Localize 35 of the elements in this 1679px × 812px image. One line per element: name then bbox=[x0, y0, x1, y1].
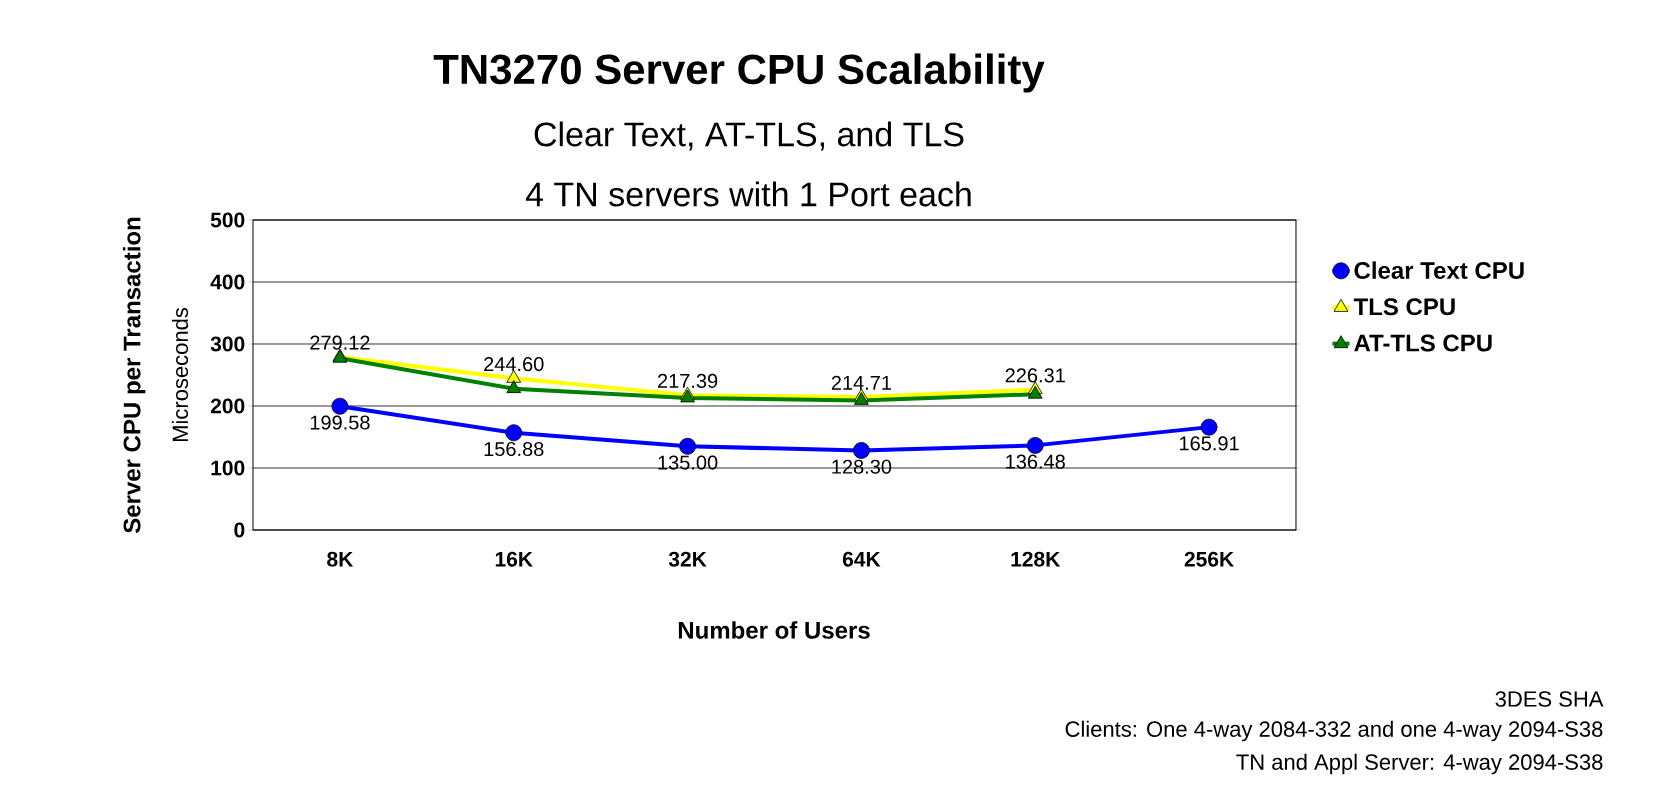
y-tick-label: 500 bbox=[210, 212, 245, 228]
x-tick-label: 8K bbox=[327, 551, 354, 567]
data-label: 135.00 bbox=[658, 455, 718, 470]
data-label: 226.31 bbox=[1005, 368, 1065, 383]
y-tick-label: 300 bbox=[210, 336, 245, 352]
x-tick-label: 16K bbox=[495, 551, 533, 567]
legend-label: Clear Text CPU bbox=[1354, 261, 1524, 280]
legend-label: AT-TLS CPU bbox=[1354, 334, 1492, 352]
x-tick-label: 128K bbox=[1011, 551, 1061, 567]
x-axis-title: Number of Users bbox=[678, 621, 870, 639]
y-tick-label: 0 bbox=[234, 522, 245, 538]
y-tick-label: 400 bbox=[210, 274, 245, 290]
text: TN and Appl Server: 4-way 2094-S38 bbox=[1236, 753, 1603, 775]
text: 4 TN servers with 1 Port each bbox=[525, 181, 971, 207]
chart-title: TN3270 Server CPU Scalability bbox=[433, 53, 1045, 93]
text: 3DES SHA bbox=[1495, 691, 1604, 707]
data-label: 199.58 bbox=[310, 415, 370, 430]
y-axis-title: Server CPU per Transaction bbox=[122, 217, 146, 534]
data-label: 165.91 bbox=[1180, 436, 1239, 451]
data-label: 156.88 bbox=[484, 441, 544, 457]
data-label: 217.39 bbox=[657, 373, 718, 389]
x-tick-label: 32K bbox=[668, 551, 707, 567]
legend-label: TLS CPU bbox=[1353, 298, 1455, 316]
data-label: 214.71 bbox=[831, 375, 892, 390]
text: Microseconds bbox=[171, 307, 189, 442]
data-label: 136.48 bbox=[1006, 454, 1065, 469]
y-tick-label: 200 bbox=[210, 398, 245, 414]
x-tick-label: 256K bbox=[1184, 551, 1234, 567]
text: Clients: One 4-way 2084-332 and one 4-way 2094-S38 bbox=[1065, 720, 1603, 742]
chart-subtitle: Clear Text, AT-TLS, and TLS bbox=[534, 121, 964, 151]
data-label: 128.30 bbox=[832, 459, 892, 474]
data-label: 279.12 bbox=[310, 335, 370, 350]
x-tick-label: 64K bbox=[842, 551, 881, 567]
y-tick-label: 100 bbox=[211, 460, 245, 476]
data-label: 244.60 bbox=[484, 356, 544, 372]
